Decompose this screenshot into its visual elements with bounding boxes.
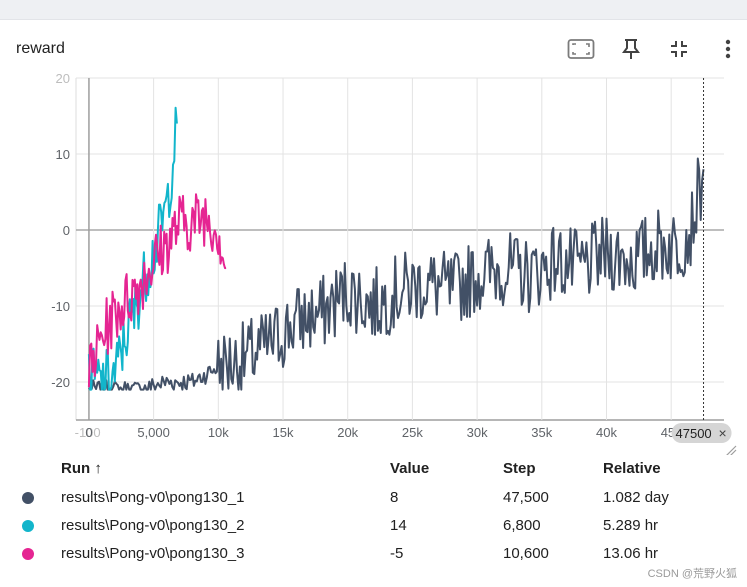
x-tick-label: 10k: [208, 425, 229, 440]
run-value: -5: [390, 545, 404, 562]
card-title: reward: [16, 40, 65, 57]
series-line: [88, 157, 705, 391]
resize-handle-icon: [726, 445, 737, 455]
x-tick-label: 40k: [596, 425, 617, 440]
run-color-swatch: [22, 492, 34, 504]
fit-screen-icon[interactable]: [566, 34, 596, 64]
run-name: results\Pong-v0\pong130_1: [61, 489, 245, 506]
x-tick-label: 20k: [337, 425, 358, 440]
x-tick-label: 30k: [467, 425, 488, 440]
x-tick-label: -100: [75, 425, 101, 440]
run-name: results\Pong-v0\pong130_2: [61, 517, 245, 534]
watermark: CSDN @荒野火狐: [647, 568, 737, 580]
run-value: 8: [390, 489, 399, 506]
run-color-swatch: [22, 548, 34, 560]
x-tick-label: 35k: [531, 425, 552, 440]
x-tick-label: 25k: [402, 425, 423, 440]
header-step[interactable]: Step: [503, 460, 536, 477]
run-step: 6,800: [503, 517, 541, 534]
run-relative: 1.082 day: [603, 489, 669, 506]
y-tick-label: -20: [51, 375, 70, 390]
series-line: [87, 193, 227, 388]
more-vert-icon[interactable]: [713, 34, 743, 64]
x-tick-label: 0: [85, 425, 92, 440]
run-color-swatch: [22, 520, 34, 532]
run-step: 10,600: [503, 545, 549, 562]
x-tick-label: 15k: [273, 425, 294, 440]
run-relative: 5.289 hr: [603, 517, 659, 534]
y-tick-label: 10: [56, 147, 70, 162]
hover-step-label: 47500: [676, 426, 712, 441]
table-row[interactable]: results\Pong-v0\pong130_2 14 6,800 5.289…: [0, 512, 747, 540]
header-relative[interactable]: Relative: [603, 460, 661, 477]
run-step: 47,500: [503, 489, 549, 506]
pin-icon[interactable]: [616, 34, 646, 64]
y-tick-label: -10: [51, 299, 70, 314]
hover-close-icon[interactable]: ×: [719, 425, 727, 441]
collapse-icon[interactable]: [664, 34, 694, 64]
y-tick-label: 20: [56, 71, 70, 86]
table-row[interactable]: results\Pong-v0\pong130_3 -5 10,600 13.0…: [0, 540, 747, 568]
header-run[interactable]: Run ↑: [61, 460, 102, 477]
x-tick-label: 5,000: [137, 425, 170, 440]
run-name: results\Pong-v0\pong130_3: [61, 545, 245, 562]
run-relative: 13.06 hr: [603, 545, 659, 562]
run-value: 14: [390, 517, 407, 534]
header-value[interactable]: Value: [390, 460, 430, 477]
top-strip: [0, 0, 747, 20]
table-header: Run ↑ Value Step Relative: [0, 455, 747, 483]
series-line: [87, 106, 178, 391]
y-tick-label: 0: [63, 223, 70, 238]
hover-step-chip: [671, 423, 732, 443]
table-row[interactable]: results\Pong-v0\pong130_1 8 47,500 1.082…: [0, 484, 747, 512]
